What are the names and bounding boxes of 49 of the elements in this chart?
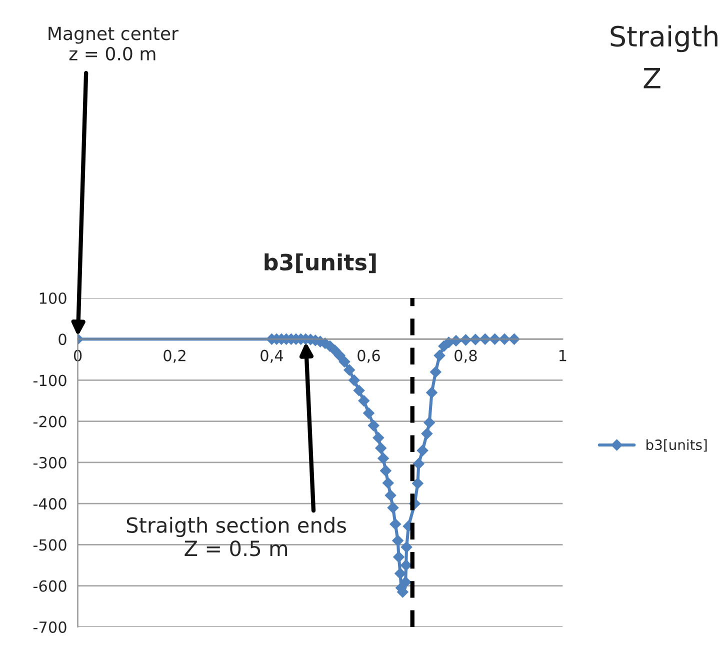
- y-tick-label: -300: [33, 456, 66, 468]
- text: Straigth: [610, 25, 718, 52]
- point: [362, 407, 375, 420]
- point: [368, 420, 380, 432]
- x-tick-label: 0,4: [260, 350, 284, 363]
- y-tick-label: 100: [40, 292, 66, 304]
- y-tick-label: -100: [33, 374, 66, 386]
- point: [358, 394, 370, 407]
- chart-title: b3[units]: [264, 253, 376, 274]
- point: [387, 502, 399, 514]
- text: Z: [644, 68, 660, 88]
- annotation: Straigth section ends Z = 0.5 m: [126, 516, 346, 556]
- point: [380, 464, 392, 477]
- annotation: Magnet center z = 0.0 m: [48, 26, 178, 60]
- x-tick-label: 0,6: [358, 350, 380, 363]
- point: [384, 489, 396, 502]
- point: [412, 478, 424, 490]
- point: [430, 366, 442, 378]
- y-tick-label: -600: [33, 580, 66, 592]
- point: [416, 444, 428, 456]
- point: [426, 386, 438, 398]
- point: [377, 452, 390, 464]
- point: [400, 541, 412, 554]
- point: [400, 559, 412, 572]
- point: [338, 356, 350, 368]
- y-tick-label: -400: [33, 498, 66, 510]
- x-tick-label: 1: [560, 350, 566, 362]
- point: [392, 551, 405, 563]
- x-tick-label: 0,2: [164, 350, 186, 363]
- y-tick-label: 0: [58, 334, 66, 346]
- point: [434, 350, 446, 362]
- point: [353, 384, 365, 396]
- point: [412, 458, 425, 470]
- point: [334, 350, 346, 362]
- y-tick-label: -700: [33, 621, 66, 633]
- point: [348, 374, 360, 386]
- point: [392, 534, 404, 546]
- point: [390, 518, 402, 530]
- point: [382, 477, 394, 489]
- x-tick-label: 0: [74, 350, 82, 362]
- point: [423, 416, 436, 428]
- y-tick-label: -500: [33, 539, 66, 551]
- y-tick-label: -200: [33, 416, 66, 428]
- point: [343, 364, 356, 376]
- point: [421, 428, 433, 440]
- point: [372, 432, 384, 444]
- x-tick-label: 0,8: [454, 350, 477, 363]
- point: [374, 442, 387, 454]
- legend-label: b3[units]: [646, 439, 707, 452]
